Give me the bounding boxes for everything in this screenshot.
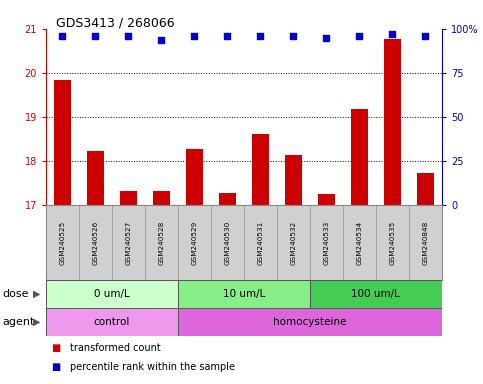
Text: agent: agent: [2, 317, 35, 327]
Bar: [178, 205, 211, 280]
Bar: [120, 191, 137, 205]
Text: GSM240530: GSM240530: [225, 220, 230, 265]
Point: [289, 33, 297, 39]
Text: GDS3413 / 268066: GDS3413 / 268066: [56, 16, 174, 29]
Bar: [277, 205, 310, 280]
Bar: [376, 205, 409, 280]
Text: 100 um/L: 100 um/L: [352, 289, 400, 299]
Point: [422, 33, 429, 39]
Bar: [112, 205, 145, 280]
Text: ■: ■: [51, 362, 60, 372]
Text: ▶: ▶: [33, 317, 41, 327]
Bar: [351, 109, 368, 205]
Point: [323, 35, 330, 41]
Point: [355, 33, 363, 39]
Point: [224, 33, 231, 39]
Text: GSM240529: GSM240529: [191, 220, 198, 265]
Bar: [178, 308, 442, 336]
Bar: [219, 193, 236, 205]
Text: 10 um/L: 10 um/L: [223, 289, 265, 299]
Text: GSM240526: GSM240526: [92, 220, 99, 265]
Bar: [343, 205, 376, 280]
Text: control: control: [94, 317, 130, 327]
Text: GSM240535: GSM240535: [389, 220, 396, 265]
Bar: [417, 173, 434, 205]
Text: percentile rank within the sample: percentile rank within the sample: [70, 362, 235, 372]
Text: dose: dose: [2, 289, 29, 299]
Bar: [153, 190, 170, 205]
Point: [91, 33, 99, 39]
Text: GSM240531: GSM240531: [257, 220, 263, 265]
Text: GSM240532: GSM240532: [290, 220, 297, 265]
Bar: [145, 205, 178, 280]
Point: [256, 33, 264, 39]
Bar: [310, 205, 343, 280]
Bar: [318, 194, 335, 205]
Bar: [46, 205, 79, 280]
Bar: [244, 205, 277, 280]
Bar: [285, 155, 302, 205]
Bar: [178, 280, 310, 308]
Text: ▶: ▶: [33, 289, 41, 299]
Point: [58, 33, 66, 39]
Bar: [54, 80, 71, 205]
Bar: [384, 39, 401, 205]
Text: GSM240528: GSM240528: [158, 220, 164, 265]
Text: ■: ■: [51, 343, 60, 353]
Point: [388, 31, 396, 38]
Bar: [186, 149, 203, 205]
Text: homocysteine: homocysteine: [273, 317, 347, 327]
Bar: [409, 205, 442, 280]
Bar: [252, 134, 269, 205]
Text: GSM240527: GSM240527: [126, 220, 131, 265]
Bar: [211, 205, 244, 280]
Bar: [46, 308, 178, 336]
Bar: [79, 205, 112, 280]
Bar: [310, 280, 442, 308]
Text: GSM240525: GSM240525: [59, 220, 65, 265]
Text: transformed count: transformed count: [70, 343, 161, 353]
Point: [190, 33, 198, 39]
Bar: [87, 151, 104, 205]
Bar: [46, 280, 178, 308]
Text: GSM240534: GSM240534: [356, 220, 362, 265]
Text: GSM240533: GSM240533: [324, 220, 329, 265]
Point: [125, 33, 132, 39]
Text: 0 um/L: 0 um/L: [94, 289, 130, 299]
Point: [157, 36, 165, 43]
Text: GSM240848: GSM240848: [423, 220, 428, 265]
